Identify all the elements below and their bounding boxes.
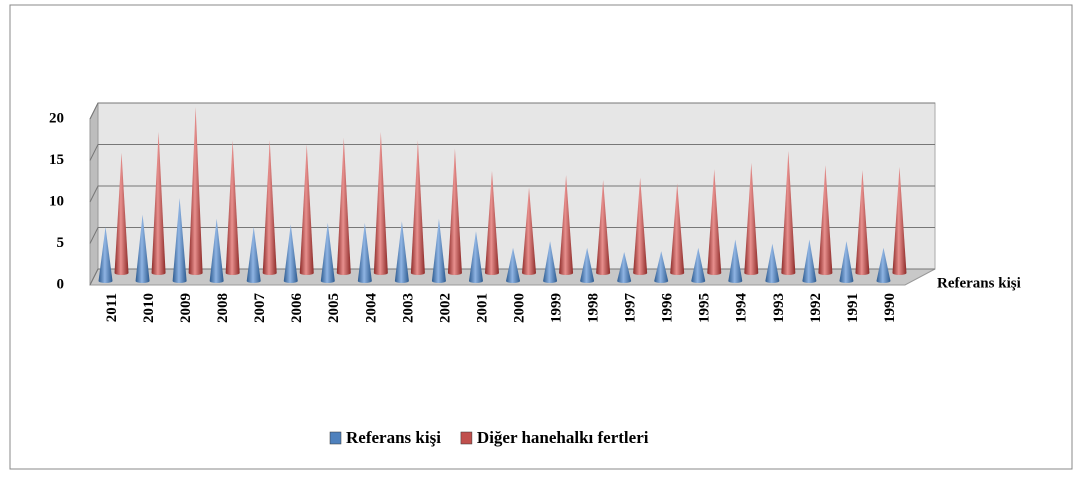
cone [188,107,203,275]
cone [522,187,537,275]
x-tick-label: 2006 [289,293,305,324]
grid-line [89,144,935,161]
cone [876,247,891,283]
cone [336,137,351,275]
cone [781,150,796,275]
legend-swatch [460,431,473,445]
x-tick-label: 1999 [549,293,565,323]
cone [728,239,743,283]
cone [892,166,907,275]
cone [410,140,425,275]
cone [373,131,388,275]
cone [543,241,558,283]
cone [839,241,854,283]
x-tick-label: 2005 [326,293,342,323]
cone [299,144,314,275]
cone [114,152,129,275]
cone [431,218,446,283]
cone [225,140,240,275]
x-tick-label: 1997 [623,293,639,324]
cone [447,148,462,275]
x-tick-label: 2000 [511,293,527,323]
x-tick-label: 1994 [734,293,750,324]
cone [744,162,759,275]
x-tick-label: 1991 [845,293,861,323]
legend-label: Diğer hanehalkı fertleri [477,428,649,447]
cone [633,177,648,275]
x-tick-label: 1992 [808,293,824,323]
cone [855,170,870,275]
x-tick-label: 2002 [437,293,453,323]
cone [283,224,298,283]
grid-line [89,185,935,203]
x-tick-label: 2008 [215,293,231,323]
cone [596,180,611,275]
cone [691,247,706,283]
cone [670,183,685,275]
y-tick-label: 15 [49,152,64,168]
x-tick-label: 2007 [252,293,268,324]
cone [151,131,166,275]
cone [357,222,372,283]
x-tick-label: 2009 [178,293,194,323]
cone [559,175,574,275]
grid-line [89,227,935,244]
cone [765,243,780,283]
cone [98,227,113,283]
cone [484,170,499,275]
y-tick-label: 10 [49,193,64,209]
legend-swatch [329,431,342,445]
cone [818,165,833,275]
x-tick-label: 2004 [363,293,379,324]
legend-label: Referans kişi [346,428,441,447]
cone [707,169,722,275]
y-tick-label: 5 [57,235,65,251]
x-tick-label: 1996 [660,293,676,324]
x-tick-label: 1993 [771,293,787,323]
x-tick-label: 2011 [104,293,120,322]
cone [394,221,409,283]
x-tick-label: 1990 [882,293,898,323]
y-tick-label: 0 [57,276,65,292]
y-tick-label: 20 [49,110,64,126]
grid-line [89,268,935,286]
x-tick-label: 1995 [697,293,713,323]
cone [468,231,483,283]
cone [262,140,277,275]
x-tick-label: 1998 [586,293,602,323]
cone [617,251,632,283]
cone [580,247,595,283]
cone [506,247,521,283]
x-tick-label: 2003 [400,293,416,323]
cone [246,227,261,283]
cone [135,214,150,283]
cone [172,198,187,283]
cone [320,222,335,283]
x-tick-label: 2001 [474,293,490,323]
cone [209,218,224,283]
cone [802,239,817,283]
cone [654,251,669,283]
x-tick-label: 2010 [141,293,157,323]
grid-line [89,102,935,120]
depth-axis-label: Referans kişi [937,275,1021,291]
